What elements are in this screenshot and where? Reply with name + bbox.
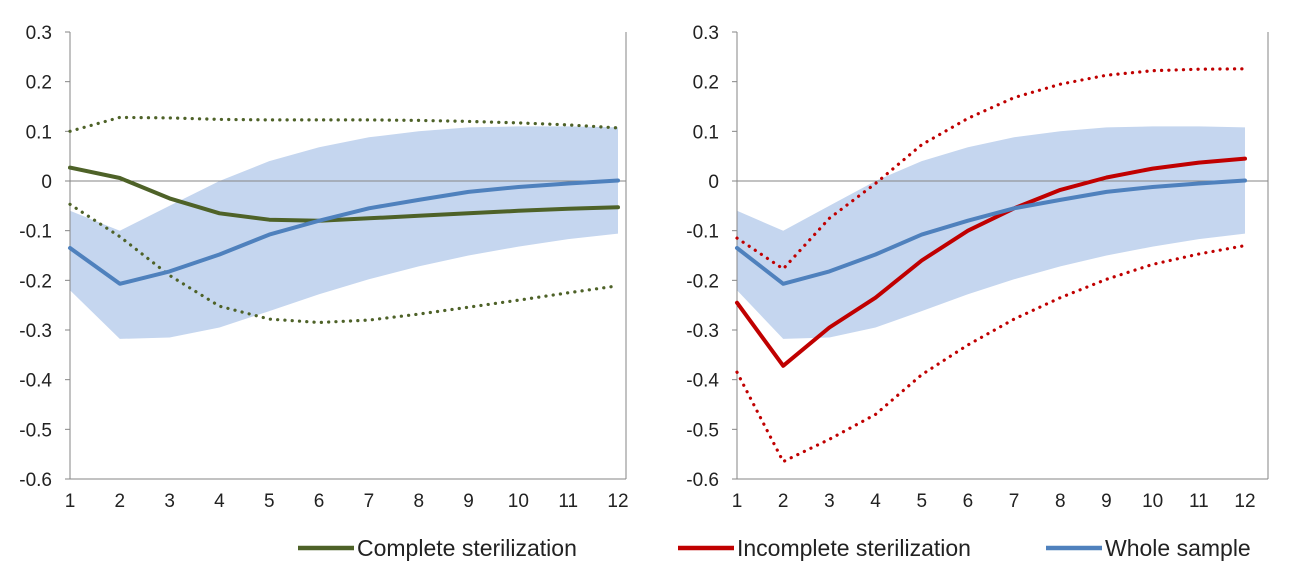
y-tick-label: 0.1 <box>26 122 52 143</box>
x-tick-label: 12 <box>607 491 628 512</box>
y-tick-label: -0.2 <box>686 271 719 292</box>
x-tick-label: 2 <box>778 491 789 512</box>
x-tick-label: 2 <box>115 491 126 512</box>
x-tick-label: 5 <box>264 491 275 512</box>
x-tick-label: 8 <box>413 491 424 512</box>
y-tick-label: -0.2 <box>19 271 52 292</box>
series-line-complete-dotted <box>68 202 620 325</box>
y-tick-label: 0.2 <box>693 73 719 94</box>
x-tick-label: 9 <box>463 491 474 512</box>
legend: Complete sterilization Incomplete steril… <box>298 535 1251 561</box>
legend-label-complete: Complete sterilization <box>357 535 577 561</box>
x-tick-label: 3 <box>164 491 175 512</box>
series-line-complete-solid <box>68 165 620 223</box>
series-line-whole-solid <box>68 178 620 286</box>
x-tick-label: 11 <box>1189 491 1209 512</box>
y-tick-label: 0.2 <box>26 73 52 94</box>
x-tick-label: 8 <box>1055 491 1066 512</box>
x-tick-label: 9 <box>1101 491 1112 512</box>
series-line-incomplete-solid <box>735 156 1247 368</box>
x-tick-label: 1 <box>732 491 743 512</box>
x-tick-label: 3 <box>824 491 835 512</box>
y-tick-label: -0.1 <box>19 222 52 243</box>
legend-label-incomplete: Incomplete sterilization <box>737 535 971 561</box>
left-panel: 0.30.20.10-0.1-0.2-0.3-0.4-0.5-0.61 2 3 4 5 6… <box>19 23 628 512</box>
y-tick-label: 0.3 <box>26 23 52 44</box>
confidence-band <box>737 126 1245 339</box>
series-line-incomplete-dotted <box>735 67 1247 271</box>
right-panel: 0.30.20.10-0.1-0.2-0.3-0.4-0.5-0.61 2 3 4 5 6… <box>686 23 1269 512</box>
x-tick-label: 4 <box>870 491 881 512</box>
x-tick-label: 7 <box>1009 491 1020 512</box>
series-line-whole-solid <box>735 178 1247 286</box>
x-tick-label: 6 <box>314 491 325 512</box>
x-tick-label: 5 <box>916 491 927 512</box>
y-tick-label: 0 <box>41 172 52 193</box>
y-tick-label: 0.3 <box>693 23 719 44</box>
x-tick-label: 1 <box>65 491 76 512</box>
y-tick-label: -0.6 <box>19 470 52 491</box>
series-line-complete-dotted <box>68 115 620 133</box>
confidence-band <box>70 126 618 339</box>
y-tick-label: -0.3 <box>686 321 719 342</box>
y-tick-label: -0.3 <box>19 321 52 342</box>
y-tick-label: -0.5 <box>19 420 52 441</box>
x-tick-label: 6 <box>963 491 974 512</box>
x-tick-label: 4 <box>214 491 225 512</box>
y-tick-label: -0.1 <box>686 222 719 243</box>
y-tick-label: -0.6 <box>686 470 719 491</box>
y-tick-label: -0.4 <box>19 371 52 392</box>
y-tick-label: 0.1 <box>693 122 719 143</box>
x-tick-label: 10 <box>1142 491 1163 512</box>
y-tick-label: -0.5 <box>686 420 719 441</box>
x-tick-label: 10 <box>508 491 529 512</box>
y-tick-label: 0 <box>708 172 719 193</box>
x-tick-label: 11 <box>558 491 578 512</box>
x-tick-label: 7 <box>364 491 375 512</box>
legend-label-whole: Whole sample <box>1105 535 1251 561</box>
y-tick-label: -0.4 <box>686 371 719 392</box>
x-tick-label: 12 <box>1234 491 1255 512</box>
